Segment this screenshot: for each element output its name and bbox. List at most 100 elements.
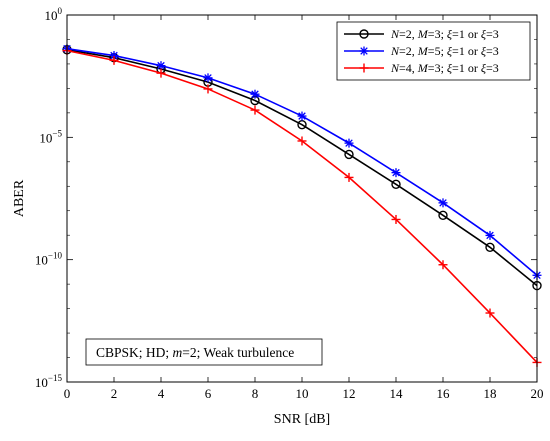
legend-label-part: =1 or xyxy=(452,27,481,41)
series-3 xyxy=(62,46,542,367)
legend: N=2, M=3; ξ=1 or ξ=3N=2, M=5; ξ=1 or ξ=3… xyxy=(336,21,531,81)
x-tick-label-0: 0 xyxy=(64,386,71,401)
legend-label-3: N=4, M=3; ξ=1 or ξ=3 xyxy=(390,61,499,75)
series-2-point-4 xyxy=(250,89,260,99)
y-tick-base: 10 xyxy=(45,8,58,23)
y-tick-base: 10 xyxy=(39,130,52,145)
legend-label-part: N xyxy=(390,61,400,75)
x-tick-label-14: 14 xyxy=(390,386,404,401)
legend-label-part: ξ xyxy=(481,27,487,41)
series-2-point-6 xyxy=(344,138,354,148)
y-tick-exponent: −5 xyxy=(52,128,62,138)
legend-label-part: ξ xyxy=(447,61,453,75)
x-tick-label-18: 18 xyxy=(484,386,497,401)
series-2-point-3 xyxy=(203,73,213,83)
legend-label-part: =5; xyxy=(428,44,447,58)
series-2-point-8 xyxy=(438,198,448,208)
legend-swatch-marker-1 xyxy=(359,29,369,39)
series-2-point-2-d2 xyxy=(157,61,165,70)
legend-label-part: M xyxy=(417,27,429,41)
series-3-point-7 xyxy=(391,214,401,224)
series-1-point-5 xyxy=(297,119,307,130)
annotation-part-1: CBPSK; HD; xyxy=(96,345,173,360)
legend-label-part: =3 xyxy=(486,61,499,75)
series-3-point-9 xyxy=(485,308,495,318)
annotation-frame xyxy=(85,338,323,366)
legend-label-part: =4, xyxy=(399,61,418,75)
series-2-point-8-d2 xyxy=(439,199,447,207)
series-2-point-3-d2 xyxy=(204,74,212,82)
y-tick-exponent: 0 xyxy=(58,6,63,16)
series-2-point-7-d2 xyxy=(392,168,400,177)
x-tick-label-4: 4 xyxy=(158,386,165,401)
series-2-point-5 xyxy=(297,111,307,121)
legend-label-part: ξ xyxy=(481,61,487,75)
legend-label-part: =3; xyxy=(428,61,447,75)
series-2-point-9 xyxy=(485,230,495,240)
legend-swatch-marker-2 xyxy=(359,46,369,56)
legend-label-part: =2, xyxy=(399,44,418,58)
y-tick-base: 10 xyxy=(35,375,48,390)
legend-label-part: ξ xyxy=(481,44,487,58)
x-tick-label-2: 2 xyxy=(111,386,118,401)
legend-entry-1: N=2, M=3; ξ=1 or ξ=3 xyxy=(344,27,499,41)
plot-frame xyxy=(66,14,538,383)
series-layer xyxy=(62,44,542,367)
y-axis-label: ABER xyxy=(12,179,27,217)
legend-label-part: =1 or xyxy=(452,44,481,58)
series-2-point-5-d2 xyxy=(298,112,306,120)
legend-label-part: N xyxy=(390,44,400,58)
series-3-point-2 xyxy=(156,68,166,78)
x-tick-label-16: 16 xyxy=(437,386,451,401)
x-tick-label-12: 12 xyxy=(343,386,356,401)
legend-label-1: N=2, M=3; ξ=1 or ξ=3 xyxy=(390,27,499,41)
annotation-text: CBPSK; HD; m=2; Weak turbulence xyxy=(96,345,294,360)
y-tick-label-0: 100 xyxy=(45,6,63,23)
legend-label-2: N=2, M=5; ξ=1 or ξ=3 xyxy=(390,44,499,58)
annotation-part-2: =2; Weak turbulence xyxy=(182,345,294,360)
legend-label-part: ξ xyxy=(447,27,453,41)
series-3-point-4 xyxy=(250,105,260,115)
series-1-point-7 xyxy=(391,179,401,190)
y-tick-label-−5: 10−5 xyxy=(39,128,62,145)
legend-swatch-marker-2-d2 xyxy=(360,47,368,55)
series-1-point-9 xyxy=(485,242,495,253)
legend-label-part: =2, xyxy=(399,27,418,41)
x-tick-label-6: 6 xyxy=(205,386,212,401)
y-tick-exponent: −15 xyxy=(48,373,63,383)
series-2-point-9-d2 xyxy=(486,231,494,240)
x-axis-label: SNR [dB] xyxy=(274,412,330,427)
series-2-point-1-d2 xyxy=(110,51,118,60)
x-tick-label-20: 20 xyxy=(531,386,544,401)
annotation-variable: m xyxy=(173,345,183,360)
legend-entry-3: N=4, M=3; ξ=1 or ξ=3 xyxy=(344,61,499,75)
legend-entries: N=2, M=3; ξ=1 or ξ=3N=2, M=5; ξ=1 or ξ=3… xyxy=(344,27,499,75)
legend-label-part: M xyxy=(417,44,429,58)
y-tick-base: 10 xyxy=(35,253,48,268)
y-tick-label-−10: 10−10 xyxy=(35,251,63,268)
series-2-point-6-d2 xyxy=(345,139,353,147)
series-2-point-4-d2 xyxy=(251,90,259,98)
series-3-point-6 xyxy=(344,172,354,182)
legend-label-part: =3 xyxy=(486,44,499,58)
series-2-point-7 xyxy=(391,168,401,178)
series-3-point-8 xyxy=(438,260,448,270)
legend-label-part: =3 xyxy=(486,27,499,41)
legend-label-part: M xyxy=(417,61,429,75)
legend-label-part: =1 or xyxy=(452,61,481,75)
legend-label-part: N xyxy=(390,27,400,41)
legend-swatch-marker-3 xyxy=(359,63,369,73)
series-3-point-1 xyxy=(109,55,119,65)
legend-entry-2: N=2, M=5; ξ=1 or ξ=3 xyxy=(344,44,499,58)
y-tick-exponent: −10 xyxy=(48,251,63,261)
series-3-point-3 xyxy=(203,84,213,94)
annotation-box: CBPSK; HD; m=2; Weak turbulence xyxy=(85,338,323,366)
series-1-point-6 xyxy=(344,149,354,160)
legend-label-part: =3; xyxy=(428,27,447,41)
x-tick-label-8: 8 xyxy=(252,386,259,401)
series-1-point-8 xyxy=(438,210,448,221)
y-tick-label-−15: 10−15 xyxy=(35,373,63,390)
